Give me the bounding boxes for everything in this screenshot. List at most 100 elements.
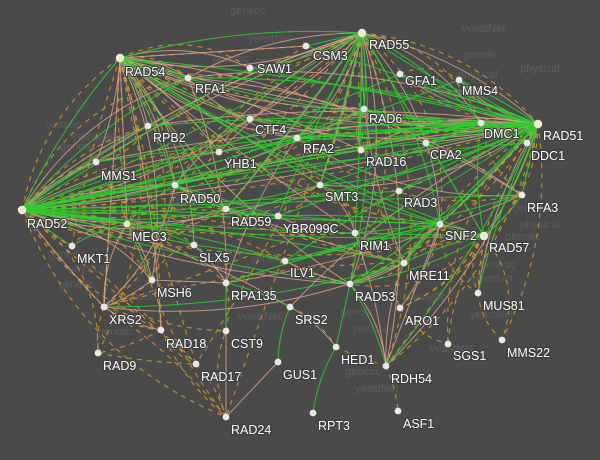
- graph-node[interactable]: HED1: [332, 343, 375, 368]
- graph-node[interactable]: RFA3: [518, 191, 559, 216]
- node-dot[interactable]: [192, 360, 200, 368]
- graph-node[interactable]: RFA2: [293, 134, 335, 157]
- node-dot[interactable]: [222, 327, 230, 335]
- graph-node[interactable]: SNF2: [436, 220, 478, 244]
- node-dot[interactable]: [351, 229, 359, 237]
- node-dot[interactable]: [115, 53, 125, 63]
- graph-node[interactable]: RAD9: [94, 349, 137, 374]
- node-dot[interactable]: [17, 205, 27, 215]
- graph-node[interactable]: ILV1: [281, 257, 316, 281]
- node-dot[interactable]: [357, 146, 365, 154]
- node-dot[interactable]: [100, 303, 108, 311]
- node-dot[interactable]: [477, 119, 485, 127]
- graph-node[interactable]: XRS2: [100, 303, 143, 328]
- graph-node[interactable]: RDH54: [382, 362, 433, 387]
- graph-node[interactable]: MKT1: [68, 242, 111, 267]
- graph-node[interactable]: SGS1: [444, 340, 487, 364]
- node-dot[interactable]: [436, 220, 444, 228]
- graph-node[interactable]: YBR099C: [274, 212, 340, 237]
- graph-node[interactable]: MUS81: [474, 289, 526, 314]
- node-dot[interactable]: [222, 205, 230, 213]
- node-dot[interactable]: [444, 340, 452, 348]
- graph-node[interactable]: MEC3: [123, 220, 168, 245]
- graph-node[interactable]: CTF4: [246, 115, 287, 138]
- node-dot[interactable]: [222, 413, 230, 421]
- node-dot[interactable]: [474, 289, 482, 297]
- node-dot[interactable]: [94, 349, 102, 357]
- node-dot[interactable]: [246, 64, 254, 72]
- node-dot[interactable]: [332, 343, 340, 351]
- graph-node[interactable]: YHB1: [215, 148, 258, 172]
- graph-node[interactable]: GFA1: [396, 70, 438, 89]
- node-dot[interactable]: [357, 28, 367, 38]
- node-dot[interactable]: [286, 303, 294, 311]
- graph-node[interactable]: GUS1: [274, 358, 318, 383]
- node-dot[interactable]: [274, 358, 282, 366]
- graph-node[interactable]: RAD54: [115, 53, 166, 80]
- graph-node[interactable]: SRS2: [286, 303, 329, 328]
- graph-node[interactable]: RAD18: [157, 326, 207, 352]
- node-dot[interactable]: [396, 70, 404, 78]
- graph-node[interactable]: RAD3: [395, 187, 438, 211]
- node-dot[interactable]: [396, 304, 404, 312]
- node-dot[interactable]: [293, 134, 301, 142]
- node-dot[interactable]: [360, 105, 368, 113]
- graph-node[interactable]: RPB2: [144, 122, 187, 146]
- node-dot[interactable]: [148, 276, 156, 284]
- graph-node[interactable]: CST9: [222, 327, 264, 352]
- node-dot[interactable]: [533, 119, 543, 129]
- graph-node[interactable]: RFA1: [184, 74, 227, 97]
- graph-node[interactable]: CSM3: [246, 48, 349, 72]
- node-dot[interactable]: [346, 280, 354, 288]
- node-dot[interactable]: [395, 187, 403, 195]
- node-dot[interactable]: [394, 407, 402, 415]
- node-dot[interactable]: [523, 139, 531, 147]
- graph-node[interactable]: DDC1: [523, 139, 566, 164]
- node-dot[interactable]: [400, 259, 408, 267]
- node-dot[interactable]: [246, 115, 254, 123]
- graph-node[interactable]: RAD57: [479, 231, 530, 256]
- graph-node[interactable]: RAD24: [222, 413, 272, 438]
- graph-node[interactable]: DMC1: [477, 119, 521, 142]
- node-dot[interactable]: [422, 139, 430, 147]
- node-dot[interactable]: [190, 241, 198, 249]
- graph-node[interactable]: RAD53: [346, 280, 396, 305]
- node-dot[interactable]: [498, 336, 506, 344]
- node-dot[interactable]: [518, 191, 526, 199]
- graph-node[interactable]: RPA135: [222, 279, 278, 304]
- node-dot[interactable]: [123, 220, 131, 228]
- graph-node[interactable]: RAD55: [357, 28, 410, 53]
- node-dot[interactable]: [479, 231, 489, 241]
- graph-node[interactable]: MRE11: [400, 259, 451, 284]
- graph-node[interactable]: RAD6: [360, 105, 403, 127]
- graph-node[interactable]: RAD59: [222, 205, 272, 230]
- graph-node[interactable]: RAD16: [357, 146, 407, 170]
- node-dot[interactable]: [274, 212, 282, 220]
- node-dot[interactable]: [309, 409, 317, 417]
- node-dot[interactable]: [157, 326, 165, 334]
- graph-node[interactable]: RPT3: [309, 409, 351, 434]
- node-dot[interactable]: [281, 257, 289, 265]
- graph-node[interactable]: MSH6: [148, 276, 193, 301]
- graph-node[interactable]: RAD52: [17, 205, 68, 232]
- node-dot[interactable]: [144, 122, 152, 130]
- graph-node[interactable]: SLX5: [190, 241, 231, 266]
- graph-node[interactable]: ARO1: [396, 304, 440, 329]
- node-dot[interactable]: [184, 74, 192, 82]
- node-dot[interactable]: [215, 148, 223, 156]
- graph-node[interactable]: CPA2: [422, 139, 463, 163]
- graph-node[interactable]: RAD50: [171, 181, 221, 207]
- graph-node[interactable]: ASF1: [394, 407, 435, 432]
- graph-node[interactable]: MMS22: [498, 336, 551, 361]
- graph-node[interactable]: RIM1: [351, 229, 391, 254]
- node-dot[interactable]: [316, 181, 324, 189]
- node-dot[interactable]: [455, 76, 463, 84]
- node-dot[interactable]: [68, 242, 76, 250]
- graph-node[interactable]: RAD51: [533, 119, 584, 144]
- graph-node[interactable]: MMS1: [92, 158, 138, 184]
- graph-node[interactable]: MMS4: [455, 76, 499, 99]
- node-dot[interactable]: [302, 42, 310, 50]
- graph-node[interactable]: SAW1: [256, 42, 310, 77]
